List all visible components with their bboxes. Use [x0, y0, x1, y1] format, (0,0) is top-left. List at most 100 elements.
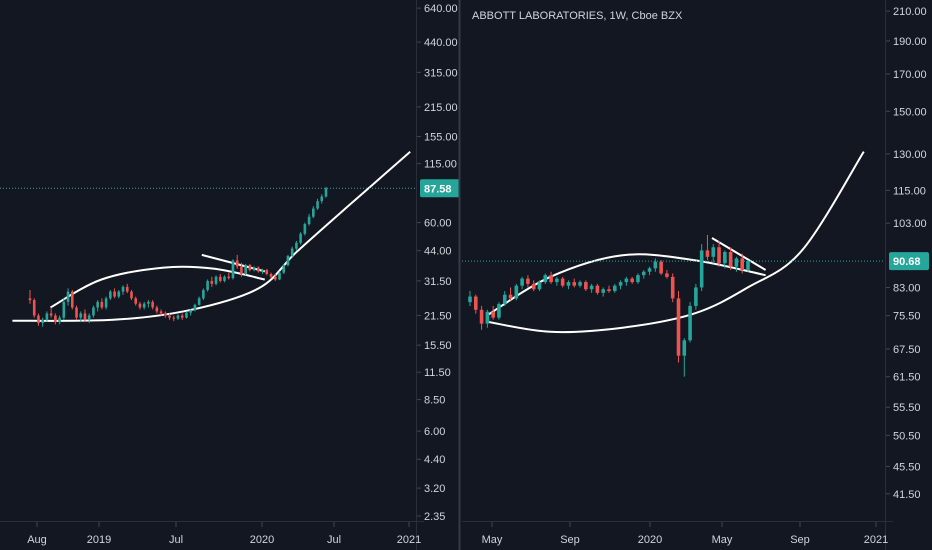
- left-candle-body: [75, 307, 78, 318]
- right-x-tick-label: May: [712, 534, 733, 546]
- left-candle-body: [206, 280, 209, 290]
- right-candle-body: [572, 282, 577, 286]
- left-candle-body: [100, 301, 104, 308]
- right-price-axis[interactable]: 210.00 190.00 170.00 150.00 130.00 115.00 103.…: [885, 0, 927, 550]
- left-candle-body: [295, 242, 298, 249]
- left-chart-pane[interactable]: 640.00 440.00 315.00 215.00 155.00 115.00 60.0…: [0, 0, 460, 550]
- left-candle-body: [66, 291, 70, 302]
- left-y-tick-label: 44.00: [424, 246, 452, 258]
- right-y-tick-label: 83.00: [893, 282, 921, 294]
- left-candle-body: [218, 276, 222, 281]
- left-arc-upper-curve[interactable]: [50, 265, 266, 309]
- right-candle-body: [624, 278, 629, 283]
- left-y-tick-label: 15.50: [424, 340, 452, 352]
- left-candle-body: [62, 301, 66, 318]
- left-candle-body: [117, 291, 121, 297]
- left-cup-lower-curve[interactable]: [12, 151, 411, 322]
- right-y-tick-label: 170.00: [893, 69, 927, 81]
- right-candle-body: [728, 251, 733, 267]
- left-y-tick-label: 315.00: [424, 67, 458, 79]
- right-y-tick-label: 61.50: [893, 372, 921, 384]
- left-candle-body: [104, 298, 108, 308]
- left-y-tick-label: 21.50: [424, 311, 452, 323]
- left-candle-body: [231, 260, 235, 279]
- left-candle-body: [324, 188, 328, 197]
- right-chart-pane[interactable]: 210.00 190.00 170.00 150.00 130.00 115.00 103.…: [462, 0, 929, 550]
- left-candle-body: [316, 201, 319, 209]
- right-y-tick-label: 130.00: [893, 149, 927, 161]
- right-candle-body: [485, 311, 490, 324]
- right-y-tick-label: 150.00: [893, 106, 927, 118]
- right-candle-body: [746, 261, 750, 271]
- right-x-tick-label: Sep: [790, 534, 810, 546]
- right-candles: [468, 234, 750, 377]
- left-candle-body: [193, 304, 197, 311]
- right-chart-title: ABBOTT LABORATORIES, 1W, Cboe BZX: [472, 10, 683, 22]
- left-candle-body: [278, 272, 281, 280]
- left-x-tick-label: 2021: [397, 534, 421, 546]
- right-candle-body: [549, 275, 553, 283]
- left-candle-body: [252, 267, 256, 271]
- left-candle-body: [142, 303, 146, 308]
- right-candle-body: [537, 282, 542, 290]
- right-y-tick-label: 210.00: [893, 6, 927, 18]
- right-y-tick-label: 50.50: [893, 430, 921, 442]
- left-candle-body: [214, 276, 218, 284]
- right-flag-upper-curve[interactable]: [711, 237, 767, 271]
- left-candle-body: [96, 301, 99, 308]
- left-candle-body: [227, 276, 231, 279]
- right-candle-body: [601, 289, 606, 293]
- left-candle-body: [41, 319, 44, 323]
- left-candle-body: [58, 317, 61, 323]
- right-candle-body: [612, 285, 617, 292]
- right-candle-body: [636, 275, 640, 283]
- left-candle-body: [164, 313, 167, 316]
- right-y-tick-label: 45.50: [893, 461, 921, 473]
- left-price-axis[interactable]: 640.00 440.00 315.00 215.00 155.00 115.00 60.0…: [416, 0, 458, 550]
- right-candle-body: [653, 261, 658, 269]
- left-candle-body: [197, 298, 201, 305]
- left-y-tick-label: 2.35: [424, 511, 445, 523]
- right-candle-body: [705, 250, 710, 257]
- left-candle-body: [248, 265, 252, 271]
- left-last-price-badge: 87.58: [420, 179, 460, 198]
- left-candle-body: [54, 315, 57, 323]
- left-candle-body: [223, 276, 226, 281]
- left-candle-body: [303, 224, 307, 234]
- right-candle-body: [526, 278, 530, 284]
- left-candle-body: [49, 313, 53, 316]
- left-candle-body: [83, 313, 87, 320]
- right-time-axis[interactable]: May Sep 2020 May Sep 2021: [462, 521, 893, 547]
- left-candle-body: [45, 313, 49, 320]
- right-last-price-label: 90.68: [893, 256, 921, 268]
- left-candle-body: [138, 303, 142, 308]
- left-candle-body: [257, 267, 260, 272]
- left-candle-body: [147, 301, 150, 304]
- right-candle-body: [711, 247, 716, 257]
- left-candle-body: [109, 291, 112, 299]
- left-candle-body: [210, 280, 214, 284]
- right-candle-body: [555, 278, 559, 283]
- right-y-tick-label: 103.00: [893, 218, 927, 230]
- right-drawings[interactable]: [486, 151, 865, 334]
- right-candle-body: [595, 285, 600, 293]
- right-cup-lower-curve[interactable]: [486, 151, 865, 334]
- right-y-tick-label: 67.50: [893, 344, 921, 356]
- right-candle-body: [468, 296, 472, 303]
- left-candle-body: [290, 248, 294, 256]
- left-y-tick-label: 8.50: [424, 395, 445, 407]
- right-candle-body: [740, 258, 745, 271]
- left-time-axis[interactable]: Aug 2019 Jul 2020 Jul 2021: [0, 521, 424, 547]
- right-arc-upper-curve[interactable]: [486, 253, 766, 317]
- left-candle-body: [125, 286, 129, 292]
- right-candle-body: [497, 304, 501, 318]
- left-candle-body: [307, 216, 311, 225]
- right-y-tick-label: 115.00: [893, 185, 926, 197]
- left-last-price-label: 87.58: [424, 183, 452, 195]
- right-candle-body: [618, 282, 623, 286]
- left-candle-body: [134, 298, 138, 304]
- left-candle-body: [168, 315, 171, 318]
